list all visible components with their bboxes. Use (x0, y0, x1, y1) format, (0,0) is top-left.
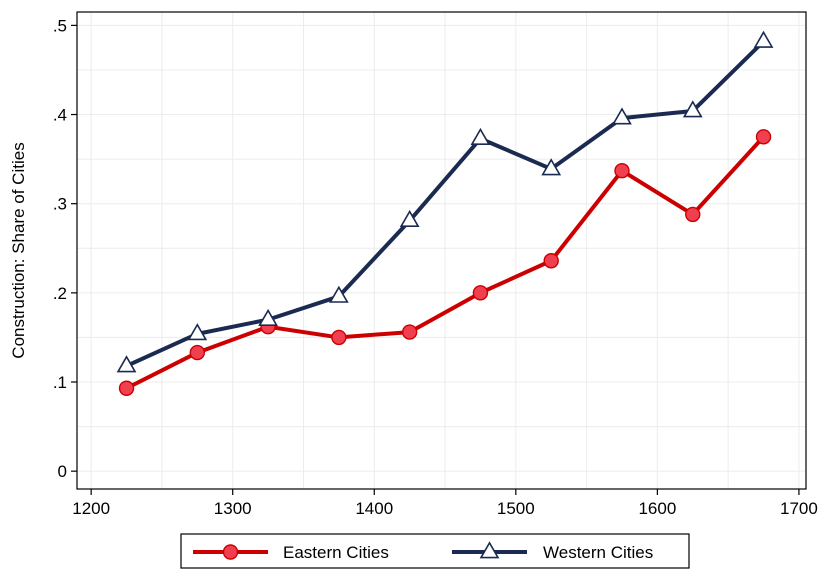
y-tick-label: .5 (53, 16, 67, 35)
x-tick-label: 1500 (497, 499, 535, 518)
x-tick-label: 1600 (638, 499, 676, 518)
data-point-western-cities (612, 107, 632, 125)
x-tick-label: 1200 (72, 499, 110, 518)
data-point-western-cities (187, 323, 208, 341)
series-line-eastern-cities (124, 134, 766, 391)
data-point-western-cities (328, 285, 349, 303)
data-point-eastern-cities (189, 344, 206, 361)
data-point-western-cities (541, 158, 562, 176)
legend: Eastern Cities Western Cities (180, 533, 690, 569)
legend-label: Eastern Cities (283, 543, 389, 562)
data-point-eastern-cities (118, 380, 135, 396)
legend-item-eastern-cities: Eastern Cities (193, 543, 389, 562)
series-group (116, 30, 774, 396)
axis-ticks: 1200 1300 1400 1500 1600 1700 0 .1 .2 .3 .4 .5 (53, 16, 818, 518)
data-point-eastern-cities (755, 129, 772, 145)
series-western-cities (116, 30, 774, 373)
data-point-eastern-cities (472, 285, 489, 301)
data-point-western-cities (753, 30, 774, 48)
data-point-western-cities (470, 127, 491, 145)
data-point-western-cities (399, 209, 420, 228)
data-point-eastern-cities (614, 163, 630, 179)
x-tick-label: 1700 (780, 499, 818, 518)
legend-marker (479, 541, 500, 559)
plot-area-frame (76, 11, 807, 490)
y-tick-label: .1 (53, 373, 67, 392)
grid-lines (77, 12, 806, 489)
y-tick-label: .4 (53, 106, 67, 125)
y-axis-title: Construction: Share of Cities (9, 142, 28, 358)
data-point-western-cities (682, 100, 703, 118)
y-tick-label: .2 (53, 284, 67, 303)
data-point-eastern-cities (331, 329, 347, 346)
data-point-western-cities (116, 355, 137, 373)
y-tick-label: 0 (58, 462, 67, 481)
series-line-western-cities (124, 39, 766, 368)
legend-marker (222, 544, 239, 560)
legend-item-western-cities: Western Cities (452, 541, 653, 562)
data-point-eastern-cities (401, 324, 418, 340)
data-point-eastern-cities (543, 253, 559, 269)
data-point-eastern-cities (685, 206, 701, 223)
x-tick-label: 1300 (214, 499, 252, 518)
x-tick-label: 1400 (355, 499, 393, 518)
y-tick-label: .3 (53, 195, 67, 214)
data-point-western-cities (258, 308, 278, 326)
series-eastern-cities (118, 129, 772, 396)
legend-label: Western Cities (543, 543, 653, 562)
